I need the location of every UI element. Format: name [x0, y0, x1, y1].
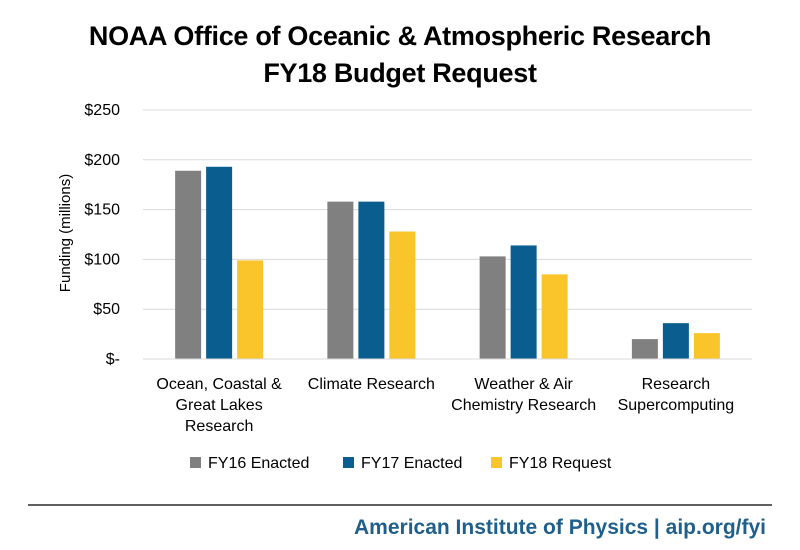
- legend-swatch: [491, 457, 502, 468]
- chart-subtitle: FY18 Budget Request: [263, 58, 537, 88]
- y-tick-label: $100: [84, 251, 120, 268]
- y-axis-ticks: $- $50 $100 $150 $200 $250: [84, 102, 120, 368]
- bar: [206, 166, 233, 359]
- chart-title: NOAA Office of Oceanic & Atmospheric Res…: [89, 21, 711, 51]
- x-category-label: Weather & Air Chemistry Research: [451, 376, 596, 414]
- y-tick-label: $50: [93, 301, 120, 318]
- x-category-label: Ocean, Coastal & Great Lakes Research: [156, 376, 282, 435]
- legend-item: FY16 Enacted: [190, 455, 309, 472]
- legend-swatch: [190, 457, 201, 468]
- y-tick-label: $250: [84, 102, 120, 119]
- bar: [631, 339, 658, 359]
- bar: [662, 323, 689, 359]
- legend: FY16 Enacted FY17 Enacted FY18 Request: [190, 455, 612, 472]
- legend-item: FY18 Request: [491, 455, 612, 472]
- legend-item: FY17 Enacted: [343, 455, 462, 472]
- bar: [389, 231, 416, 359]
- y-tick-label: $-: [106, 351, 120, 368]
- bar: [510, 245, 537, 359]
- bar: [479, 256, 506, 359]
- bar: [541, 274, 568, 359]
- y-axis-label: Funding (millions): [57, 174, 74, 292]
- legend-swatch: [343, 457, 354, 468]
- y-tick-label: $150: [84, 202, 120, 219]
- y-tick-label: $200: [84, 152, 120, 169]
- x-axis-categories: Ocean, Coastal & Great Lakes Research Clima…: [156, 376, 734, 435]
- bar: [237, 260, 264, 359]
- bars: [175, 166, 720, 359]
- x-category-label: Climate Research: [308, 376, 435, 393]
- gridlines: [143, 109, 752, 310]
- bar: [693, 333, 720, 359]
- bar: [175, 170, 202, 359]
- legend-label: FY16 Enacted: [208, 455, 309, 472]
- x-category-label: Research Supercomputing: [618, 376, 735, 414]
- bar: [358, 201, 385, 359]
- footer-credit: American Institute of Physics | aip.org/…: [354, 516, 766, 539]
- legend-label: FY17 Enacted: [361, 455, 462, 472]
- legend-label: FY18 Request: [509, 455, 612, 472]
- bar: [327, 201, 354, 359]
